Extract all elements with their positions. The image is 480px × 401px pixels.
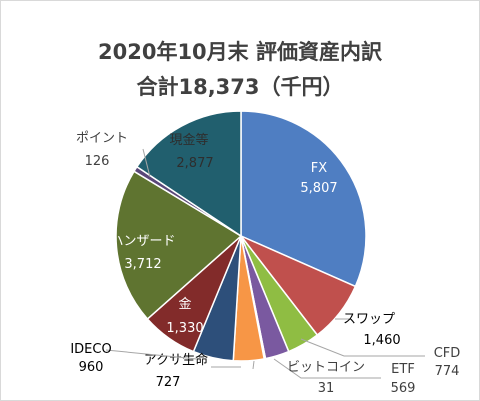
slice-label: スワップ <box>343 312 395 327</box>
slice-label: 現金等 <box>169 132 208 148</box>
slice-label: IDECO <box>70 342 111 357</box>
slice-label: アクサ生命 <box>144 352 208 368</box>
leader-line <box>105 349 198 360</box>
pie-slice <box>240 110 367 288</box>
slice-value-label: 1,460 <box>363 333 400 348</box>
slice-label: ETF <box>391 362 415 377</box>
slice-label: 金 <box>178 296 191 312</box>
slice-label: ポイント <box>76 131 128 146</box>
slice-value-label: 2,877 <box>176 156 213 171</box>
leader-line <box>273 358 381 379</box>
pie-slices <box>115 110 367 362</box>
leader-line <box>142 148 151 178</box>
slice-value-label: 1,330 <box>166 321 203 336</box>
leader-line <box>300 338 425 357</box>
slice-value-label: 727 <box>156 375 181 390</box>
slice-label: CFD <box>434 346 461 361</box>
slice-label: ビットコイン <box>287 360 365 375</box>
slice-value-label: 126 <box>85 154 110 169</box>
leader-line <box>252 360 255 370</box>
slice-value-label: 774 <box>435 364 460 379</box>
slice-label: FX <box>311 161 327 176</box>
chart-title: 2020年10月末 評価資産内訳 <box>98 40 382 64</box>
chart-subtitle: 合計18,373（千円） <box>136 75 344 99</box>
slice-value-label: 31 <box>318 381 335 396</box>
slice-value-label: 3,712 <box>124 257 161 272</box>
pie-slice <box>115 170 243 321</box>
slice-value-label: 5,807 <box>300 181 337 196</box>
pie-labels: FX 5,807 スワップ 1,460 CFD 774 ETF 569 ビットコイン 31 アクサ生… <box>70 131 460 396</box>
slice-value-label: 960 <box>79 360 104 375</box>
slice-value-label: 569 <box>391 381 416 396</box>
slice-label: ハンザード <box>110 234 175 249</box>
pie-slice <box>135 110 242 238</box>
